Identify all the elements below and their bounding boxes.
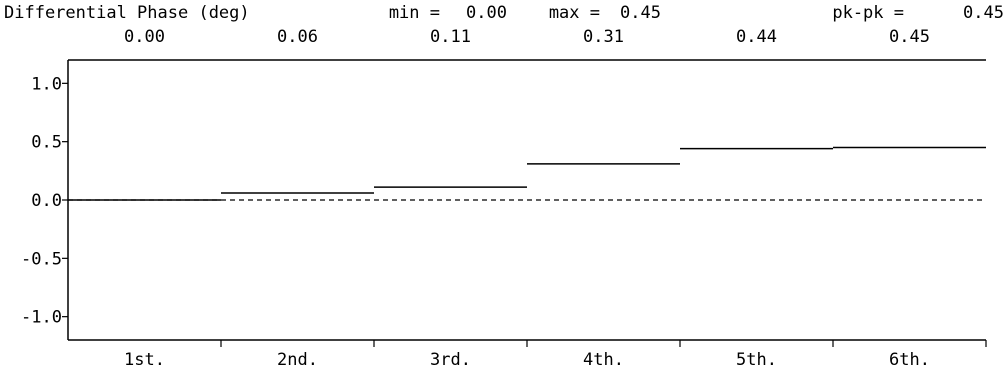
- min-value: 0.00: [466, 3, 507, 23]
- max-value: 0.45: [620, 3, 661, 23]
- y-tick-label: 0.5: [31, 133, 62, 153]
- value-label: 0.06: [277, 27, 318, 47]
- x-tick-label: 2nd.: [277, 350, 318, 370]
- x-tick-label: 1st.: [124, 350, 165, 370]
- x-tick-label: 5th.: [736, 350, 777, 370]
- value-label: 0.45: [889, 27, 930, 47]
- chart-title: Differential Phase (deg): [4, 3, 250, 23]
- pkpk-label: pk-pk =: [832, 3, 904, 23]
- value-labels: 0.00 0.06 0.11 0.31 0.44 0.45: [124, 27, 930, 47]
- y-tick-label: -0.5: [21, 249, 62, 269]
- y-axis: 1.0 0.5 0.0 -0.5 -1.0: [21, 74, 68, 328]
- chart-header: Differential Phase (deg) min = 0.00 max …: [4, 3, 1004, 23]
- phase-series: [68, 146, 986, 201]
- y-tick-label: -1.0: [21, 308, 62, 328]
- pkpk-value: 0.45: [963, 3, 1004, 23]
- y-tick-label: 0.0: [31, 191, 62, 211]
- x-axis: 1st. 2nd. 3rd. 4th. 5th. 6th.: [124, 340, 987, 370]
- value-label: 0.31: [583, 27, 624, 47]
- value-label: 0.11: [430, 27, 471, 47]
- y-tick-label: 1.0: [31, 74, 62, 94]
- value-label: 0.44: [736, 27, 777, 47]
- x-tick-label: 4th.: [583, 350, 624, 370]
- min-label: min =: [389, 3, 440, 23]
- x-tick-label: 3rd.: [430, 350, 471, 370]
- max-label: max =: [549, 3, 600, 23]
- x-tick-label: 6th.: [889, 350, 930, 370]
- value-label: 0.00: [124, 27, 165, 47]
